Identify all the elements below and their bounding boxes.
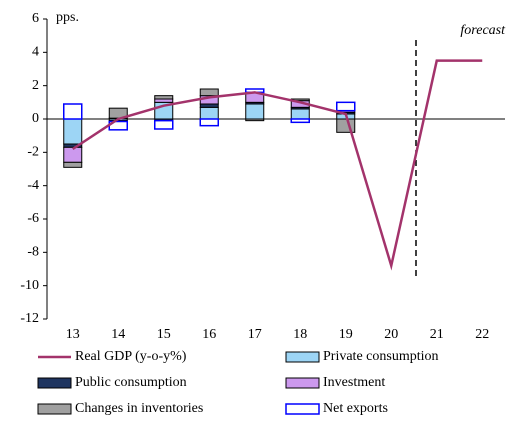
legend-swatch xyxy=(285,377,320,389)
bar-segment xyxy=(336,118,356,133)
y-tick-label: 4 xyxy=(32,45,39,60)
bar-segment xyxy=(199,103,219,108)
bar-segment xyxy=(63,103,83,120)
x-tick-label: 19 xyxy=(339,327,353,342)
y-tick-label: -2 xyxy=(27,145,39,160)
legend-label: Private consumption xyxy=(323,349,439,364)
line-series xyxy=(72,59,483,271)
bar-segment xyxy=(63,161,83,168)
bar-segment xyxy=(63,146,83,163)
y-tick-label: -8 xyxy=(27,245,39,260)
bar-segment xyxy=(245,118,265,122)
y-tick-label: 6 xyxy=(32,11,39,26)
unit-label: pps. xyxy=(56,10,79,25)
legend-label: Real GDP (y-o-y%) xyxy=(75,349,187,364)
x-tick-label: 18 xyxy=(293,327,307,342)
legend-label: Net exports xyxy=(323,401,388,416)
x-tick-label: 16 xyxy=(202,327,216,342)
x-tick-label: 13 xyxy=(66,327,80,342)
forecast-label: forecast xyxy=(460,23,506,38)
y-tick-label: 0 xyxy=(32,111,39,126)
y-tick-label: 2 xyxy=(32,78,39,93)
legend-swatch xyxy=(285,351,320,363)
bar-segment xyxy=(154,119,174,130)
legend-swatch xyxy=(285,403,320,415)
x-tick-label: 14 xyxy=(111,327,125,342)
y-tick-label: -10 xyxy=(20,278,39,293)
bar-segment xyxy=(290,118,310,124)
legend-swatch xyxy=(37,377,72,389)
legend-label: Investment xyxy=(323,375,385,390)
bar-segment xyxy=(63,118,83,145)
bar-segment xyxy=(154,95,174,100)
x-tick-label: 22 xyxy=(475,327,489,342)
x-tick-label: 15 xyxy=(157,327,171,342)
legend-label: Public consumption xyxy=(75,375,187,390)
x-tick-label: 17 xyxy=(248,327,262,342)
y-tick-label: -4 xyxy=(27,178,39,193)
bar-segment xyxy=(290,108,310,120)
bar-segment xyxy=(245,103,265,120)
bar-segment xyxy=(199,88,219,97)
bar-segment xyxy=(154,98,174,103)
bar-segment xyxy=(336,101,356,112)
y-tick-label: -12 xyxy=(20,311,39,326)
x-tick-label: 21 xyxy=(430,327,444,342)
x-tick-label: 20 xyxy=(384,327,398,342)
y-tick-label: -6 xyxy=(27,211,39,226)
legend-label: Changes in inventories xyxy=(75,401,203,416)
bar-segment xyxy=(199,106,219,120)
bar-segment xyxy=(199,118,219,127)
legend-swatch xyxy=(37,403,72,415)
